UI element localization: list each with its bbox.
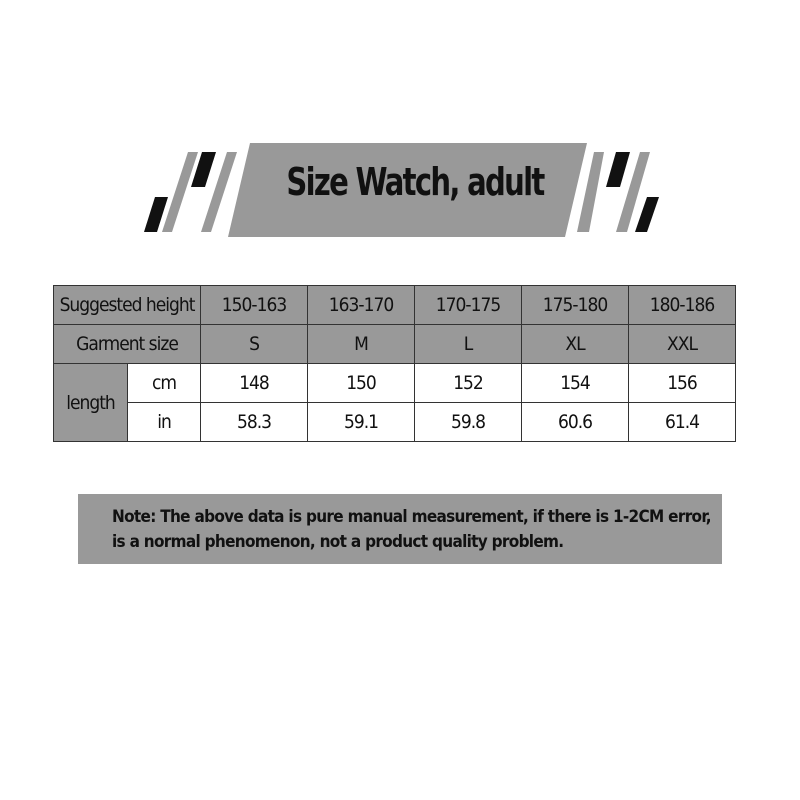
height-cell: 180-186: [628, 285, 736, 325]
in-cell: 59.8: [414, 402, 522, 442]
title-banner-graphic: [144, 143, 659, 237]
unit-in: in: [127, 402, 201, 442]
cm-cell: 152: [414, 363, 522, 403]
note-line-1: Note: The above data is pure manual meas…: [112, 507, 712, 527]
height-cell: 175-180: [521, 285, 629, 325]
stripe-gray: [577, 152, 604, 232]
in-cell: 58.3: [200, 402, 308, 442]
cm-cell: 156: [628, 363, 736, 403]
table-row-size: Garment size S M L XL XXL: [53, 324, 736, 364]
cm-cell: 154: [521, 363, 629, 403]
table-row-cm: length cm 148 150 152 154 156: [53, 363, 736, 442]
cm-cell: 148: [200, 363, 308, 403]
table-row-height: Suggested height 150-163 163-170 170-175…: [53, 285, 736, 325]
in-cell: 61.4: [628, 402, 736, 442]
note-line-2: is a normal phenomenon, not a product qu…: [112, 532, 564, 552]
banner-background: [228, 143, 587, 237]
size-cell: L: [414, 324, 522, 364]
stripe-gray: [201, 152, 237, 232]
table-row-in: in 58.3 59.1 59.8 60.6 61.4: [54, 402, 736, 442]
size-cell: M: [307, 324, 415, 364]
stripe-black: [635, 197, 659, 232]
measurement-note: Note: The above data is pure manual meas…: [78, 494, 722, 564]
in-cell: 59.1: [307, 402, 415, 442]
header-suggested-height: Suggested height: [53, 285, 201, 325]
size-table: Suggested height 150-163 163-170 170-175…: [53, 285, 736, 442]
height-cell: 170-175: [414, 285, 522, 325]
in-cell: 60.6: [521, 402, 629, 442]
size-cell: XXL: [628, 324, 736, 364]
size-cell: S: [200, 324, 308, 364]
size-cell: XL: [521, 324, 629, 364]
stripe-gray: [616, 152, 650, 232]
stripe-black: [144, 197, 168, 232]
page-title: Size Watch, adult: [286, 160, 545, 204]
header-length: length: [53, 363, 128, 442]
cm-cell: 150: [307, 363, 415, 403]
unit-cm: cm: [127, 363, 201, 403]
stripe-gray: [162, 152, 198, 232]
height-cell: 163-170: [307, 285, 415, 325]
stripe-black: [191, 152, 216, 187]
height-cell: 150-163: [200, 285, 308, 325]
stripe-black: [606, 152, 630, 187]
header-garment-size: Garment size: [53, 324, 201, 364]
